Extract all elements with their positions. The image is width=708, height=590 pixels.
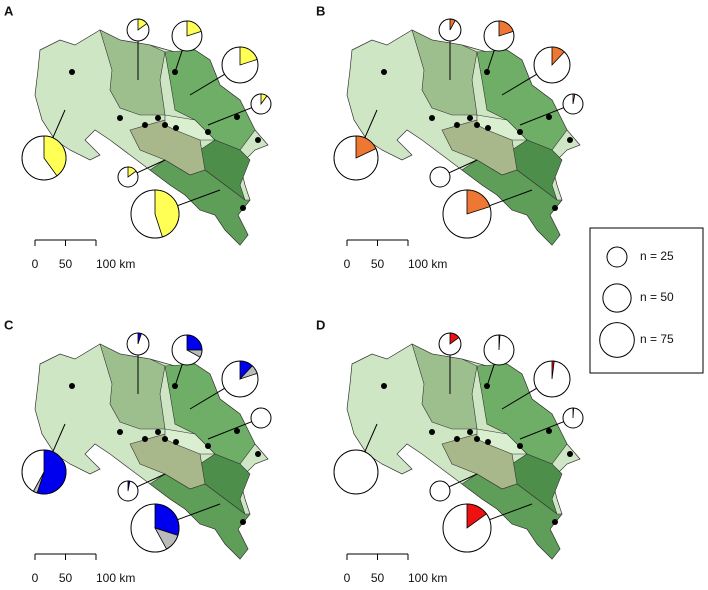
leader	[489, 189, 533, 207]
scale-label: 100 km	[408, 257, 447, 271]
legend-circle	[599, 322, 635, 358]
pie	[250, 407, 272, 429]
pie-slice	[154, 503, 180, 536]
scale-label: 0	[32, 571, 39, 585]
scale-label: 0	[32, 257, 39, 271]
scale-label: 0	[344, 571, 351, 585]
leader	[501, 387, 537, 410]
leader	[448, 159, 478, 174]
scale-label: 50	[59, 571, 73, 585]
leader	[448, 473, 478, 488]
leader	[207, 107, 252, 126]
leader	[519, 421, 564, 440]
leader	[174, 364, 183, 387]
panel-label: A	[4, 3, 14, 18]
pie-slice	[239, 365, 258, 380]
legend-circle	[606, 246, 628, 268]
pie	[429, 166, 451, 188]
leader	[489, 503, 533, 521]
pie-slice	[572, 407, 575, 419]
leader	[177, 503, 221, 521]
pie-slice	[43, 135, 67, 177]
panel: D 0 50 100 km	[316, 317, 584, 585]
scale-label: 100 km	[96, 257, 135, 271]
leader	[136, 473, 166, 488]
legend-label: n = 25	[640, 249, 674, 263]
leader	[177, 189, 221, 207]
leader	[486, 364, 495, 387]
pie-slice	[154, 189, 180, 238]
leader	[189, 387, 225, 410]
pie-slice	[137, 332, 142, 345]
pie-slice	[466, 503, 487, 529]
pie-slice	[32, 471, 45, 494]
pie-slice	[355, 135, 377, 159]
pie-slice	[186, 349, 203, 358]
pie-slice	[127, 480, 131, 492]
pie-slice	[186, 20, 202, 37]
pie-slice	[498, 334, 501, 351]
pie-slice	[260, 93, 268, 106]
pie	[429, 480, 451, 502]
leader	[364, 423, 378, 453]
scale-label: 50	[59, 257, 73, 271]
legend-label: n = 75	[640, 332, 674, 346]
leader	[519, 107, 564, 126]
pie-slice	[186, 334, 203, 351]
pie-slice	[449, 332, 460, 345]
pie-slice	[36, 449, 67, 495]
panel-label: C	[4, 317, 14, 332]
leader	[189, 73, 225, 96]
scale-label: 0	[344, 257, 351, 271]
pie-slice	[154, 527, 179, 550]
scale-label: 50	[371, 257, 385, 271]
pie-slice	[449, 18, 456, 31]
leader	[52, 109, 66, 139]
leader	[207, 421, 252, 440]
legend-circle	[602, 283, 632, 313]
pie-slice	[572, 93, 576, 105]
scale-label: 100 km	[96, 571, 135, 585]
pie-slice	[127, 166, 137, 178]
leader	[174, 50, 183, 73]
panel-label: B	[316, 3, 325, 18]
leader	[501, 73, 537, 96]
pie-slice	[466, 189, 491, 215]
leader	[136, 159, 166, 174]
pie-slice	[137, 18, 148, 31]
pie-slice	[239, 46, 258, 66]
scale-label: 100 km	[408, 571, 447, 585]
pie	[333, 449, 379, 495]
legend-label: n = 50	[640, 290, 674, 304]
leader	[486, 50, 495, 73]
pie-slice	[498, 20, 514, 37]
pie-slice	[551, 360, 555, 380]
panel: C 0 50 100 km	[4, 317, 272, 585]
panel: B 0 50 100 km	[316, 3, 584, 271]
panel: A 0 50 100 km	[4, 3, 272, 271]
pie-slice	[551, 46, 565, 67]
leader	[52, 423, 66, 453]
leader	[364, 109, 378, 139]
panel-label: D	[316, 317, 325, 332]
scale-label: 50	[371, 571, 385, 585]
